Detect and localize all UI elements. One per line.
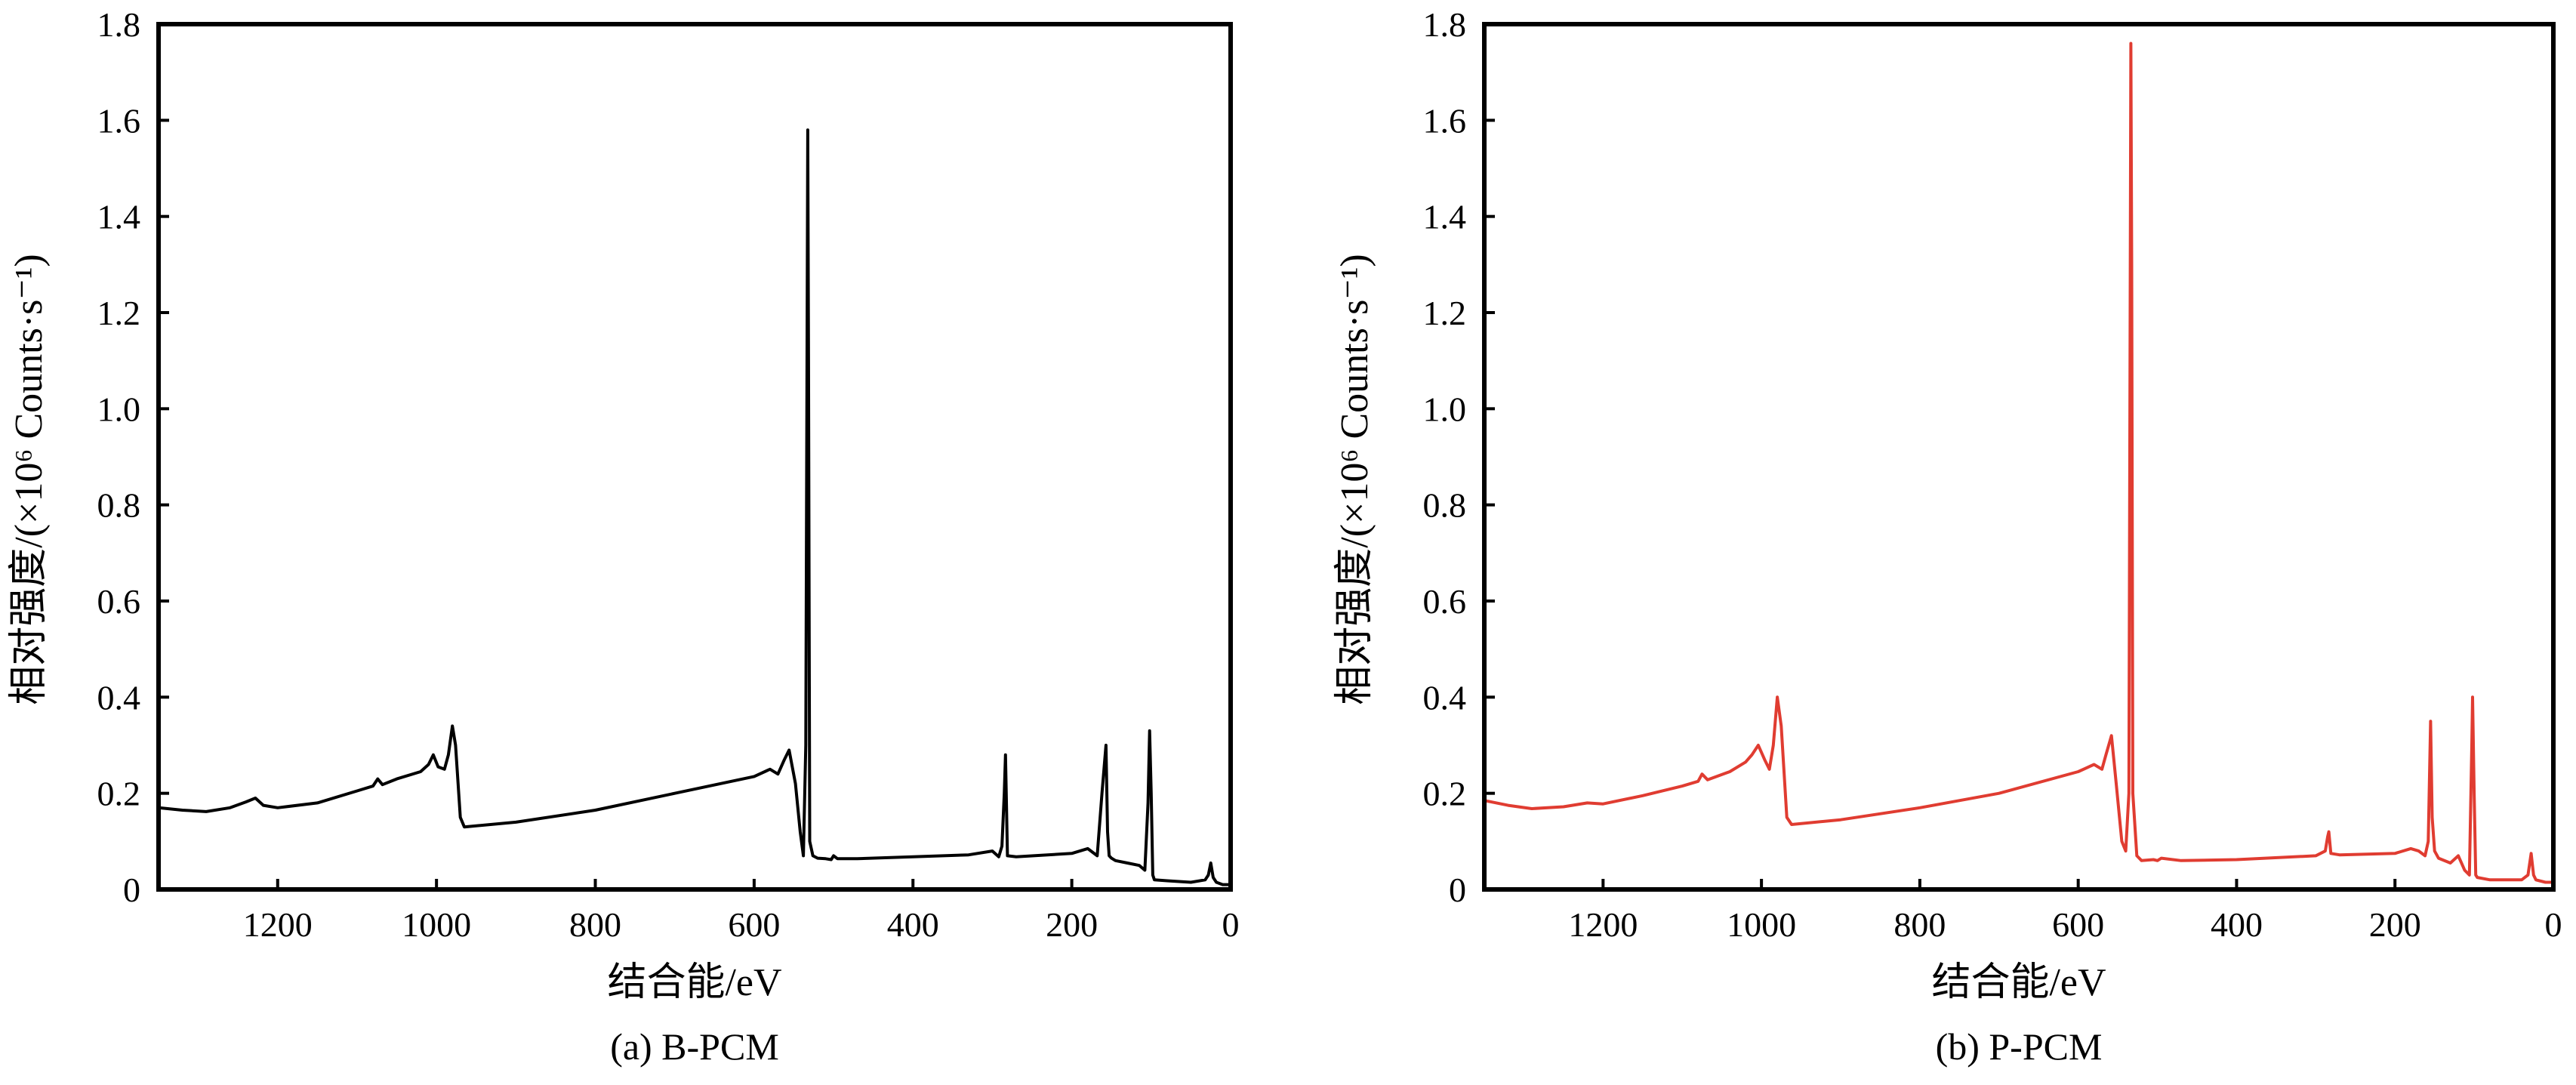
axis-ticks-a: 1200 1000 800 600 400 200 0 0 0.2 0.4 0.6 0.8 1.0 1.2… bbox=[97, 5, 1240, 944]
x-tick-label: 200 bbox=[2369, 905, 2421, 944]
y-axis-title-a: 相对强度/(×10⁶ Counts·s⁻¹) bbox=[8, 254, 51, 705]
panel-b: 1200 1000 800 600 400 200 0 0 0.2 0.4 0.6 0.8 1.0 1.2… bbox=[1333, 5, 2562, 1068]
y-tick-label: 0.6 bbox=[97, 582, 141, 621]
x-tick-label: 400 bbox=[2211, 905, 2263, 944]
y-tick-label: 1.4 bbox=[1423, 198, 1467, 236]
y-tick-label: 1.4 bbox=[97, 198, 141, 236]
x-tick-label: 600 bbox=[2052, 905, 2104, 944]
y-tick-label: 1.6 bbox=[97, 101, 141, 140]
y-tick-label: 1.2 bbox=[1423, 294, 1467, 332]
y-tick-label: 1.8 bbox=[1423, 5, 1467, 44]
x-tick-label: 1200 bbox=[1568, 905, 1638, 944]
y-tick-label: 1.0 bbox=[97, 390, 141, 428]
x-tick-label: 1200 bbox=[243, 905, 313, 944]
x-tick-label: 0 bbox=[2545, 905, 2562, 944]
plot-frame-b bbox=[1482, 22, 2556, 892]
y-tick-label: 0 bbox=[123, 871, 140, 909]
plot-frame-a bbox=[156, 22, 1233, 892]
y-tick-label: 0 bbox=[1449, 871, 1466, 909]
y-tick-label: 0.4 bbox=[1423, 678, 1467, 717]
y-tick-label: 1.0 bbox=[1423, 390, 1467, 428]
x-tick-label: 600 bbox=[728, 905, 780, 944]
axis-ticks-b: 1200 1000 800 600 400 200 0 0 0.2 0.4 0.6 0.8 1.0 1.2… bbox=[1423, 5, 2562, 944]
x-tick-label: 1000 bbox=[402, 905, 471, 944]
panel-caption-a: (a) B-PCM bbox=[610, 1025, 779, 1068]
y-tick-label: 1.8 bbox=[97, 5, 141, 44]
y-tick-label: 0.8 bbox=[97, 486, 141, 525]
x-tick-label: 400 bbox=[887, 905, 939, 944]
panel-caption-b: (b) P-PCM bbox=[1936, 1025, 2103, 1068]
y-tick-label: 1.2 bbox=[97, 294, 141, 332]
y-tick-label: 0.6 bbox=[1423, 582, 1467, 621]
x-axis-title-a: 结合能/eV bbox=[607, 961, 781, 1004]
x-tick-label: 0 bbox=[1222, 905, 1240, 944]
x-tick-label: 1000 bbox=[1727, 905, 1796, 944]
x-tick-label: 800 bbox=[569, 905, 621, 944]
y-tick-label: 0.8 bbox=[1423, 486, 1467, 525]
x-tick-label: 200 bbox=[1046, 905, 1098, 944]
series-line-b bbox=[1484, 42, 2553, 884]
y-axis-title-b: 相对强度/(×10⁶ Counts·s⁻¹) bbox=[1333, 254, 1376, 705]
y-tick-label: 0.4 bbox=[97, 678, 141, 717]
panel-a: 1200 1000 800 600 400 200 0 0 0.2 0.4 0.6 0.8 1.0 1.2… bbox=[8, 5, 1240, 1068]
x-axis-title-b: 结合能/eV bbox=[1931, 961, 2106, 1004]
x-tick-label: 800 bbox=[1893, 905, 1946, 944]
y-tick-label: 0.2 bbox=[1423, 775, 1467, 813]
series-line-a bbox=[158, 128, 1231, 886]
y-tick-label: 0.2 bbox=[97, 775, 141, 813]
y-tick-label: 1.6 bbox=[1423, 101, 1467, 140]
